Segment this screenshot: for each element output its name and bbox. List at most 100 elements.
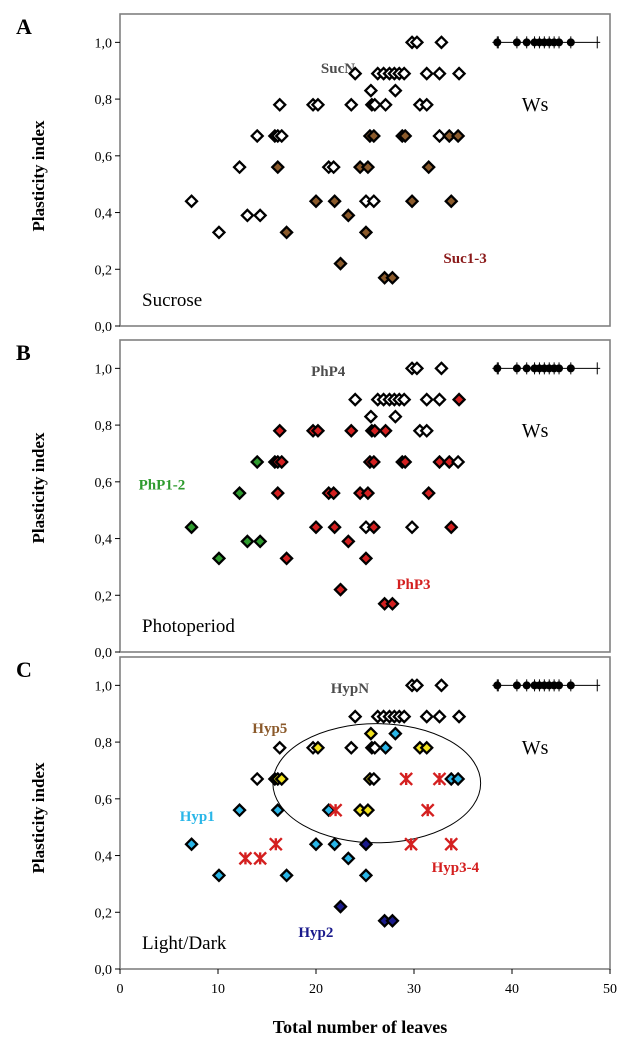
data-point-c	[327, 837, 342, 852]
data-point-b	[270, 486, 285, 501]
data-point-b	[333, 582, 348, 597]
data-point-c	[419, 709, 434, 724]
data-point-c	[360, 803, 376, 818]
cross-point-c	[268, 837, 283, 852]
data-point-a	[378, 97, 393, 112]
ws-point-b	[555, 364, 564, 373]
cross-point-c	[328, 803, 343, 818]
data-point-a	[367, 97, 382, 112]
data-point-b	[398, 454, 413, 470]
data-point-b	[344, 423, 359, 438]
ws-point-c	[493, 681, 502, 690]
y-tick-label-a: 1,0	[95, 36, 113, 51]
data-point-b	[348, 392, 363, 407]
ws-point-b	[493, 364, 502, 373]
data-point-c	[310, 740, 326, 755]
ws-point-b	[566, 364, 575, 373]
data-point-b	[385, 596, 400, 611]
data-point-c	[367, 740, 382, 755]
data-point-a	[240, 208, 255, 223]
data-point-c	[358, 868, 374, 883]
condition-label-c: Light/Dark	[142, 933, 227, 954]
data-point-c	[385, 913, 400, 928]
data-point-a	[348, 66, 363, 81]
data-point-c	[348, 709, 363, 724]
data-point-c	[432, 709, 447, 724]
data-point-c	[388, 726, 403, 741]
data-point-c	[250, 771, 265, 787]
data-point-c	[451, 709, 467, 724]
ws-label-c: Ws	[522, 737, 549, 759]
x-tick-label: 50	[603, 982, 617, 997]
data-point-b	[360, 486, 376, 501]
data-point-a	[450, 128, 466, 144]
data-point-c	[308, 837, 324, 852]
data-point-a	[451, 66, 467, 81]
data-point-a	[432, 128, 447, 144]
cross-point-c	[432, 772, 447, 786]
y-tick-label-b: 0,8	[95, 419, 113, 434]
data-point-c	[270, 803, 285, 818]
data-point-c	[397, 709, 412, 724]
group-label-hyp1: Hyp1	[180, 809, 215, 825]
y-tick-label-c: 1,0	[95, 679, 113, 694]
ws-point-b	[522, 364, 531, 373]
data-point-b	[397, 392, 412, 407]
data-point-b	[434, 361, 449, 376]
data-point-b	[419, 423, 434, 438]
data-point-a	[366, 194, 381, 209]
group-label-hypn: HypN	[331, 681, 370, 697]
cross-point-c	[404, 837, 418, 852]
ws-label-b: Ws	[522, 420, 549, 442]
data-point-c	[450, 771, 466, 787]
x-tick-label: 0	[117, 982, 124, 997]
ws-point-c	[512, 681, 521, 690]
data-point-b	[341, 534, 356, 549]
y-tick-label-a: 0,6	[95, 150, 113, 165]
data-point-b	[326, 486, 341, 501]
plot-frame-a	[119, 13, 611, 327]
panel-letter-a: A	[16, 14, 32, 39]
data-point-a	[341, 208, 356, 223]
data-point-b	[404, 520, 420, 535]
ws-point-a	[566, 38, 575, 47]
ws-point-a	[493, 38, 502, 47]
group-label-suc1-3: Suc1-3	[443, 251, 486, 267]
y-axis-label-c: Plasticity index	[29, 762, 48, 873]
data-point-a	[398, 128, 413, 144]
plot-frame-c	[119, 656, 611, 970]
data-point-c	[211, 868, 227, 883]
data-point-a	[404, 194, 420, 209]
y-tick-label-b: 0,4	[95, 533, 113, 548]
data-point-c	[358, 837, 374, 852]
data-point-c	[419, 740, 434, 755]
cross-point-c	[399, 772, 414, 786]
y-tick-label-c: 0,2	[95, 906, 113, 921]
data-point-a	[274, 128, 289, 144]
condition-label-b: Photoperiod	[142, 616, 235, 637]
ws-point-a	[512, 38, 521, 47]
data-point-b	[388, 409, 403, 424]
data-point-a	[366, 128, 381, 144]
data-point-c	[344, 740, 359, 755]
ws-label-a: Ws	[522, 94, 549, 116]
data-point-b	[367, 423, 382, 438]
y-tick-label-c: 0,6	[95, 793, 113, 808]
x-tick-label: 40	[505, 982, 519, 997]
group-label-php3: PhP3	[396, 577, 430, 593]
data-point-b	[240, 534, 255, 549]
data-point-b	[253, 534, 268, 549]
x-tick-label: 10	[211, 982, 225, 997]
data-point-a	[253, 208, 268, 223]
y-tick-label-a: 0,2	[95, 263, 113, 278]
data-point-a	[272, 97, 287, 112]
data-point-b	[450, 454, 466, 470]
data-point-c	[341, 851, 356, 866]
data-point-b	[363, 409, 379, 424]
data-point-c	[274, 771, 289, 787]
group-label-hyp2: Hyp2	[298, 925, 333, 941]
data-point-a	[250, 128, 265, 144]
data-point-b	[232, 486, 247, 501]
ws-point-b	[512, 364, 521, 373]
y-tick-label-b: 0,0	[95, 646, 113, 661]
